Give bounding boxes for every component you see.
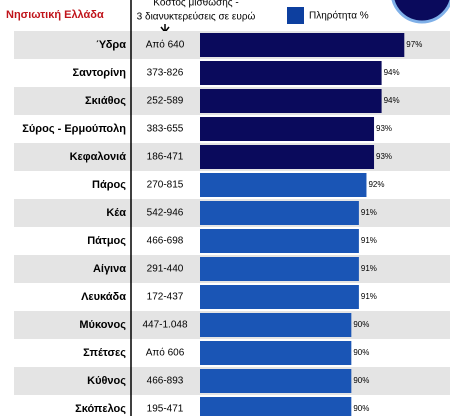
value-label: 91% (361, 264, 377, 273)
cost: 466-698 (147, 236, 184, 247)
bar (200, 173, 367, 197)
cost: 447-1.048 (142, 320, 187, 331)
bar (200, 285, 359, 309)
bar (200, 341, 352, 365)
value-label: 91% (361, 208, 377, 217)
value-label: 91% (361, 236, 377, 245)
value-label: 90% (353, 320, 369, 329)
cost: 383-655 (147, 124, 184, 135)
row-label: Ύδρα (96, 39, 126, 51)
bar (200, 229, 359, 253)
cost: 172-437 (147, 292, 184, 303)
cost: 466-893 (147, 376, 184, 387)
arrow (160, 24, 170, 34)
chart-title: Νησιωτική Ελλάδα (6, 9, 104, 21)
cost: 195-471 (147, 404, 184, 415)
value-label: 97% (406, 40, 422, 49)
bar (200, 257, 359, 281)
cost: 252-589 (147, 96, 184, 107)
row-label: Κεφαλονιά (70, 151, 127, 163)
legend-label: Πληρότητα % (309, 10, 369, 22)
row-label: Πάρος (92, 179, 126, 191)
row-label: Μύκονος (79, 319, 126, 331)
row-label: Σπέτσες (83, 347, 126, 359)
row-label: Σκόπελος (75, 403, 126, 415)
value-label: 90% (353, 404, 369, 413)
value-label: 90% (353, 376, 369, 385)
bar (200, 33, 405, 57)
row-label: Πάτμος (87, 235, 126, 247)
bar (200, 61, 382, 85)
bar (200, 89, 382, 113)
cost: 373-826 (147, 68, 184, 79)
row-label: Λευκάδα (81, 291, 126, 303)
row-label: Κέα (106, 207, 126, 219)
bar (200, 145, 375, 169)
bar (200, 201, 359, 225)
row-label: Σκιάθος (85, 95, 126, 107)
cost-header: Κόστος μίσθωσης - (153, 0, 238, 9)
value-label: 93% (376, 124, 392, 133)
value-label: 93% (376, 152, 392, 161)
row-label: Σαντορίνη (72, 67, 126, 79)
value-label: 94% (384, 68, 400, 77)
bar (200, 117, 375, 141)
bar (200, 397, 352, 416)
bar (200, 313, 352, 337)
row-label: Σύρος - Ερμούπολη (22, 123, 126, 135)
cost: Από 640 (146, 39, 185, 51)
badge (391, 0, 450, 24)
row-label: Αίγινα (93, 263, 126, 275)
bar (200, 369, 352, 393)
legend-swatch (287, 7, 304, 24)
value-label: 94% (384, 96, 400, 105)
cost: 186-471 (147, 152, 184, 163)
cost: 542-946 (147, 208, 184, 219)
cost: 291-440 (147, 264, 184, 275)
value-label: 90% (353, 348, 369, 357)
cost: Από 606 (146, 347, 185, 359)
cost: 270-815 (147, 180, 184, 191)
row-label: Κύθνος (87, 375, 126, 387)
value-label: 92% (368, 180, 384, 189)
value-label: 91% (361, 292, 377, 301)
cost-header: 3 διανυκτερεύσεις σε ευρώ (137, 11, 256, 23)
